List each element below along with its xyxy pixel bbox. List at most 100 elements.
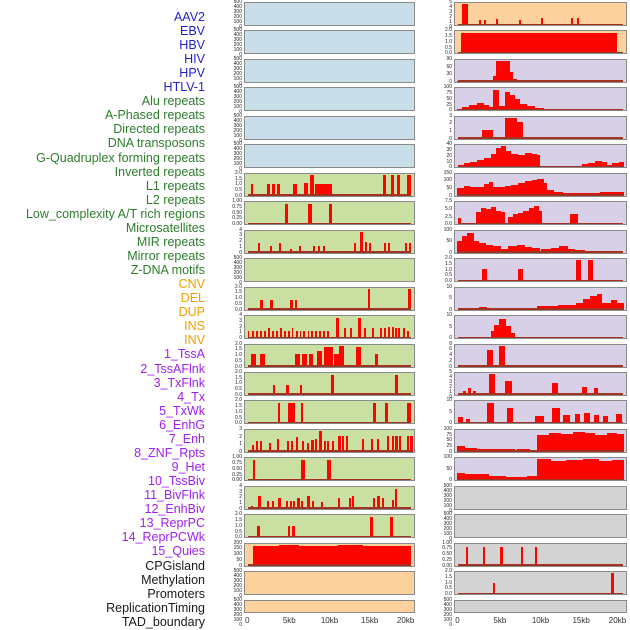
y-tick-label: 100 — [443, 226, 452, 233]
data-bar — [461, 3, 469, 25]
data-bar — [382, 175, 387, 196]
y-tick-label: 0 — [449, 507, 452, 514]
row-label-dna-transposons: DNA transposons — [107, 136, 205, 151]
row-label-microsatellites: Microsatellites — [125, 220, 205, 235]
y-tick-label: 0.5 — [235, 386, 242, 393]
data-bar — [461, 235, 467, 253]
data-bar — [561, 434, 573, 452]
data-bar — [480, 207, 486, 225]
data-bar — [500, 547, 503, 566]
data-bar — [383, 242, 386, 253]
track-baseline — [247, 507, 412, 509]
track-promoters — [454, 542, 627, 567]
data-bar — [516, 448, 531, 452]
data-bar — [531, 154, 538, 168]
y-tick-label: 200 — [443, 497, 452, 504]
track-alu-repeats — [244, 172, 415, 197]
y-tick-label: 75 — [446, 90, 452, 97]
row-label-del: DEL — [180, 291, 205, 306]
data-bar — [278, 242, 281, 253]
y-tick-label: 7.5 — [445, 198, 452, 205]
y-tick-label: 90 — [446, 55, 452, 62]
data-bar — [331, 440, 334, 452]
y-tick-label: 300 — [233, 94, 242, 101]
data-bar — [470, 161, 478, 168]
data-bar — [404, 242, 407, 253]
data-bar — [496, 61, 510, 82]
y-tick-label: 0.75 — [232, 203, 242, 210]
data-bar — [406, 436, 410, 452]
data-bar — [457, 217, 461, 225]
data-bar — [496, 18, 498, 25]
y-tick-label: 500 — [233, 84, 242, 91]
data-bar — [296, 436, 299, 452]
row-label-l1-repeats: L1 repeats — [145, 178, 205, 193]
y-axis-ticks: 2.0 1.5 1.0 0.5 0.0 — [215, 512, 242, 540]
data-bar — [537, 459, 551, 481]
track-baseline — [457, 421, 624, 424]
data-bar — [312, 501, 315, 509]
data-bar — [602, 302, 611, 310]
y-tick-label: 200 — [233, 539, 242, 546]
track-cpgisland — [454, 485, 627, 510]
y-tick-label: 5.0 — [445, 205, 452, 212]
y-tick-label: 100 — [233, 104, 242, 111]
data-bar — [266, 184, 270, 196]
data-bar — [377, 438, 380, 452]
track-baseline — [457, 336, 624, 339]
y-axis-ticks: 100 50 0 — [425, 226, 452, 256]
y-tick-label: 0 — [239, 166, 242, 173]
data-bar — [490, 207, 497, 225]
y-tick-label: 100 — [443, 502, 452, 509]
y-tick-label: 2 — [239, 238, 242, 245]
data-bar — [324, 347, 334, 367]
data-bar — [550, 461, 567, 481]
data-bar — [270, 299, 273, 310]
data-bar — [492, 246, 502, 253]
y-tick-label: 0 — [449, 477, 452, 484]
y-axis-ticks: 100 75 50 25 0 — [425, 85, 452, 113]
data-bar — [549, 433, 562, 452]
data-bar — [317, 246, 320, 253]
data-bar — [484, 20, 486, 25]
y-tick-label: 2.5 — [445, 213, 452, 220]
data-bar — [484, 158, 491, 168]
track-baseline — [247, 564, 412, 566]
data-bar — [278, 497, 281, 509]
data-bar — [473, 240, 479, 253]
y-tick-label: 5 — [449, 323, 452, 330]
x-axis-tick-label: 0 — [245, 616, 250, 625]
data-bar — [507, 408, 514, 424]
data-bar — [291, 440, 294, 452]
data-bar — [269, 246, 272, 253]
x-axis-tick-label: 15kb — [572, 616, 590, 625]
data-bar — [541, 17, 544, 25]
data-bar — [337, 545, 364, 566]
track-baseline — [247, 222, 412, 225]
data-bar — [547, 190, 555, 196]
track-aav2 — [244, 2, 415, 26]
y-tick-label: 1 — [239, 500, 242, 507]
row-label-mirror-repeats: Mirror repeats — [127, 248, 205, 263]
data-bar — [617, 434, 625, 452]
track-baseline — [457, 165, 624, 168]
y-axis-ticks: 2.0 1.5 1.0 0.5 0.0 — [215, 341, 242, 370]
y-tick-label: 200 — [233, 611, 242, 618]
track-13-reprpc — [454, 400, 627, 425]
data-bar — [576, 303, 584, 310]
y-tick-label: 0 — [449, 536, 452, 543]
y-tick-label: 0 — [239, 280, 242, 287]
data-bar — [518, 269, 524, 282]
y-tick-label: 300 — [233, 151, 242, 158]
data-bar — [554, 192, 563, 196]
track-z-dna-motifs — [244, 514, 415, 539]
data-bar — [516, 121, 524, 139]
row-label-a-phased-repeats: A-Phased repeats — [104, 108, 205, 123]
x-axis-tick-label: 10kb — [531, 616, 550, 625]
data-bar — [303, 331, 306, 339]
data-bar — [518, 212, 524, 225]
data-bar — [567, 249, 575, 253]
track-hbv — [244, 58, 415, 83]
data-bar — [286, 385, 289, 395]
y-axis-ticks: 2.0 1.5 1.0 0.5 0.0 — [425, 569, 452, 597]
